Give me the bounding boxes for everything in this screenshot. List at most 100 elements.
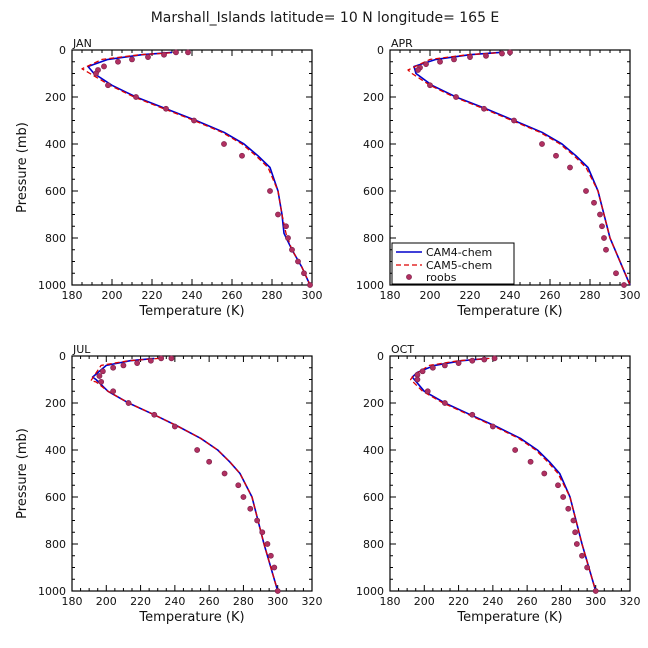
roobs-point xyxy=(161,51,167,58)
roobs-point xyxy=(511,117,517,124)
roobs-point xyxy=(483,52,489,59)
x-tick-label: 300 xyxy=(302,289,323,302)
x-tick-label: 180 xyxy=(62,289,83,302)
y-tick-label: 1000 xyxy=(356,585,384,598)
roobs-point xyxy=(221,470,228,477)
roobs-point xyxy=(441,400,448,406)
legend-box xyxy=(391,242,515,285)
roobs-point xyxy=(147,357,154,364)
roobs-point xyxy=(427,82,433,89)
x-tick-label: 260 xyxy=(222,289,243,302)
roobs-point xyxy=(441,362,448,369)
roobs-point xyxy=(565,505,572,512)
y-tick-label: 600 xyxy=(45,185,66,198)
roobs-point xyxy=(491,355,498,362)
roobs-point xyxy=(583,188,589,194)
roobs-point xyxy=(133,94,139,100)
x-tick-label: 220 xyxy=(142,289,163,302)
roobs-point xyxy=(93,70,99,77)
roobs-point xyxy=(171,423,178,430)
roobs-point xyxy=(507,49,513,56)
roobs-point xyxy=(163,105,169,112)
legend-roobs-swatch xyxy=(406,274,412,280)
panel-jul: 180 200 220 240 260 280 300 320 0 200 400 600 800 100… xyxy=(15,343,323,625)
x-tick-label: 300 xyxy=(620,289,641,302)
roobs-point xyxy=(512,447,519,453)
roobs-point xyxy=(553,152,559,159)
y-tick-label: 0 xyxy=(377,44,384,57)
roobs-point xyxy=(584,564,591,571)
y-tick-label: 400 xyxy=(363,138,384,151)
y-tick-label: 1000 xyxy=(38,279,66,292)
x-tick-label: 320 xyxy=(302,595,323,608)
y-tick-label: 0 xyxy=(59,44,66,57)
roobs-point xyxy=(603,246,609,253)
roobs-point xyxy=(295,258,301,265)
roobs-point xyxy=(110,364,117,371)
roobs-point xyxy=(267,552,274,559)
roobs-point xyxy=(437,58,443,65)
roobs-point xyxy=(570,517,577,524)
roobs-point xyxy=(307,282,313,288)
y-tick-label: 400 xyxy=(45,138,66,151)
x-tick-label: 200 xyxy=(414,595,435,608)
x-tick-label: 280 xyxy=(551,595,572,608)
y-tick-label: 1000 xyxy=(38,585,66,598)
roobs-point xyxy=(96,373,103,379)
roobs-point xyxy=(601,235,607,241)
panel-apr: 180 200 220 240 260 280 300 0 200 400 600 800 1000 Te… xyxy=(356,37,641,319)
roobs-point xyxy=(221,141,227,147)
roobs-point xyxy=(285,235,291,241)
figure-title: Marshall_Islands latitude= 10 N longitud… xyxy=(151,10,500,26)
y-tick-label: 0 xyxy=(377,350,384,363)
panel-label: APR xyxy=(391,37,413,50)
x-tick-label: 200 xyxy=(96,595,117,608)
roobs-point xyxy=(283,223,289,230)
roobs-point xyxy=(105,82,111,89)
cam4-chem-line xyxy=(411,357,597,592)
y-tick-label: 400 xyxy=(363,444,384,457)
x-tick-label: 320 xyxy=(620,595,641,608)
x-tick-label: 300 xyxy=(267,595,288,608)
y-tick-label: 200 xyxy=(363,397,384,410)
roobs-point xyxy=(419,368,426,375)
roobs-point xyxy=(541,470,548,477)
y-tick-label: 600 xyxy=(45,491,66,504)
roobs-point xyxy=(191,117,197,124)
x-tick-label: 240 xyxy=(482,595,503,608)
roobs-point xyxy=(469,411,476,418)
roobs-point xyxy=(274,588,281,594)
y-axis-label: Pressure (mb) xyxy=(15,428,30,519)
y-tick-label: 200 xyxy=(45,91,66,104)
y-tick-label: 0 xyxy=(59,350,66,363)
x-tick-label: 300 xyxy=(585,595,606,608)
roobs-point xyxy=(453,94,459,100)
roobs-point xyxy=(573,541,580,547)
roobs-point xyxy=(235,482,242,489)
x-tick-label: 220 xyxy=(130,595,151,608)
roobs-point xyxy=(101,63,107,70)
roobs-point xyxy=(539,141,545,147)
panel-label: JAN xyxy=(72,37,92,50)
roobs-point xyxy=(194,447,201,453)
roobs-point xyxy=(591,199,597,206)
legend-cam5-label: CAM5-chem xyxy=(426,259,492,272)
x-tick-label: 280 xyxy=(233,595,254,608)
cam5-chem-line xyxy=(90,357,279,592)
roobs-point xyxy=(599,223,605,230)
roobs-point xyxy=(481,356,488,363)
x-tick-label: 260 xyxy=(517,595,538,608)
panel-oct: 180 200 220 240 260 280 300 320 0 200 400 600 800 100… xyxy=(356,343,641,625)
roobs-point xyxy=(264,541,271,547)
roobs-point xyxy=(185,49,191,56)
x-tick-label: 180 xyxy=(62,595,83,608)
roobs-point xyxy=(451,56,457,63)
roobs-point xyxy=(120,362,127,369)
roobs-point xyxy=(499,50,505,57)
y-tick-label: 600 xyxy=(363,185,384,198)
roobs-point xyxy=(613,270,619,277)
roobs-point xyxy=(206,458,213,465)
cam4-chem-line xyxy=(91,357,279,592)
